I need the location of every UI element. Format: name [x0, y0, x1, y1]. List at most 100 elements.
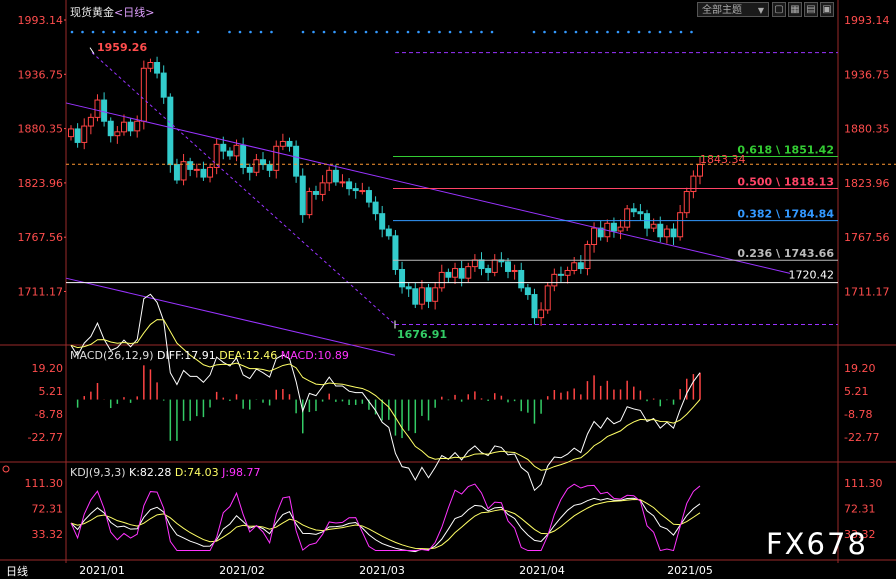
kdj-indicator-dot	[2, 465, 10, 473]
x-axis-label: 2021/04	[519, 564, 565, 577]
candle-body	[226, 150, 233, 157]
candle-body	[160, 72, 167, 98]
kdj-tick-left: 72.31	[32, 503, 64, 516]
price-tick-left: 1711.17	[18, 286, 64, 299]
macd-tick-left: 5.21	[39, 385, 64, 398]
candle-body	[332, 169, 339, 183]
candle-body	[544, 285, 551, 311]
macd-title: MACD(26,12,9)	[70, 349, 154, 362]
event-marker-dot	[564, 30, 567, 34]
price-tick-right: 1880.35	[844, 123, 890, 136]
candle-body	[365, 190, 372, 203]
candle-body	[657, 223, 664, 238]
candle-body	[107, 120, 114, 137]
candle-body	[418, 287, 425, 305]
last-price-label: 1843.34	[700, 153, 746, 166]
candle-body	[557, 273, 564, 276]
candle-body	[650, 223, 657, 229]
candle-body	[379, 213, 386, 230]
event-marker-dot	[343, 30, 347, 34]
event-marker-dot	[375, 30, 378, 34]
candle-body	[120, 121, 127, 133]
event-marker-dot	[648, 30, 651, 34]
event-marker-dot	[469, 30, 473, 34]
event-marker-dot	[385, 30, 389, 34]
event-marker-dot	[238, 30, 242, 34]
fib-level-label: 0.236 \ 1743.66	[737, 247, 834, 260]
event-marker-dot	[175, 30, 179, 34]
topic-select-label: 全部主题	[702, 5, 742, 16]
event-marker-dot	[637, 30, 641, 34]
event-marker-dot	[186, 30, 189, 34]
event-marker-dot	[585, 30, 588, 34]
candle-body	[74, 128, 81, 143]
event-marker-dot	[333, 30, 336, 34]
event-marker-dot	[490, 30, 494, 34]
candle-body	[538, 309, 545, 319]
price-tick-left: 1936.75	[18, 68, 64, 81]
candle-body	[293, 145, 300, 177]
candle-body	[147, 62, 154, 69]
candle-body	[690, 175, 697, 193]
layout-icon[interactable]: ▦	[788, 2, 802, 17]
candle-body	[81, 125, 88, 143]
macd-value: MACD:10.89	[280, 349, 349, 362]
grid-icon[interactable]: ▣	[820, 2, 834, 17]
macd-tick-right: -22.77	[844, 431, 879, 444]
candle-body	[624, 208, 631, 228]
candle-body	[412, 288, 419, 305]
x-axis-label: 2021/05	[667, 564, 713, 577]
event-marker-dot	[112, 30, 116, 34]
event-marker-dot	[81, 30, 84, 34]
period-label[interactable]: <日线>	[114, 6, 155, 19]
x-axis-label: 2021/01	[79, 564, 125, 577]
candle-body	[504, 261, 511, 272]
price-tick-right: 1936.75	[844, 68, 890, 81]
watermark: FX678	[766, 527, 868, 561]
candle-body	[326, 169, 333, 184]
candle-body	[173, 164, 180, 181]
event-marker-dot	[396, 30, 399, 34]
expand-icon[interactable]: ▢	[772, 2, 786, 17]
kdj-tick-left: 33.32	[32, 528, 64, 541]
candle-body	[485, 268, 492, 273]
period-footer-label[interactable]: 日线	[6, 565, 28, 578]
event-marker-dot	[480, 30, 483, 34]
candle-body	[68, 128, 74, 138]
candle-body	[266, 164, 273, 171]
candle-body	[524, 287, 531, 296]
macd-tick-left: -22.77	[28, 431, 63, 444]
candle-body	[610, 222, 617, 232]
event-marker-dot	[417, 30, 420, 34]
event-marker-dot	[144, 30, 147, 34]
event-marker-dot	[669, 30, 672, 34]
candle-body	[452, 268, 459, 278]
event-marker-dot	[406, 30, 410, 34]
candle-body	[405, 286, 412, 290]
candle-body	[359, 190, 366, 193]
candle-body	[352, 188, 359, 192]
event-marker-dot	[123, 30, 126, 34]
macd-tick-right: -8.78	[844, 408, 872, 421]
candle-body	[339, 181, 346, 184]
candle-body	[584, 243, 591, 270]
fib-level-label: 0.382 \ 1784.84	[737, 208, 834, 221]
kdj-tick-left: 111.30	[25, 477, 64, 490]
candle-body	[213, 143, 220, 168]
settings-icon[interactable]: ▤	[804, 2, 818, 17]
kdj-tick-right: 72.31	[844, 503, 876, 516]
candle-body	[432, 287, 439, 302]
price-tick-left: 1767.56	[18, 231, 64, 244]
event-marker-dot	[165, 30, 168, 34]
candle-body	[683, 191, 690, 214]
price-tick-left: 1880.35	[18, 123, 64, 136]
event-marker-dot	[301, 30, 305, 34]
event-marker-dot	[574, 30, 578, 34]
candle-body	[312, 191, 319, 195]
kdj-tick-right: 111.30	[844, 477, 883, 490]
topic-select[interactable]: 全部主题 ▼	[697, 2, 769, 17]
candle-body	[597, 227, 604, 238]
price-tick-left: 1823.96	[18, 177, 64, 190]
event-marker-dot	[427, 30, 431, 34]
event-marker-dot	[658, 30, 662, 34]
